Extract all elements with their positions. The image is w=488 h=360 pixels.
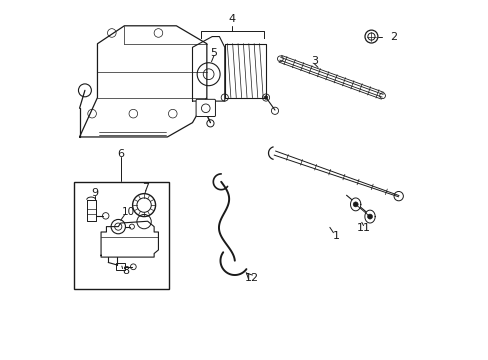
Text: 8: 8 (122, 266, 129, 276)
Circle shape (352, 202, 357, 207)
Text: 3: 3 (310, 56, 317, 66)
Circle shape (264, 96, 267, 99)
Text: 4: 4 (228, 14, 235, 24)
Bar (116, 263, 125, 270)
Circle shape (367, 214, 372, 219)
Text: 7: 7 (142, 183, 149, 193)
Text: 11: 11 (356, 224, 370, 233)
Text: 6: 6 (117, 149, 124, 159)
Text: 1: 1 (332, 231, 339, 240)
Text: 9: 9 (91, 188, 98, 198)
Text: 10: 10 (121, 207, 134, 217)
Bar (74, 182, 169, 289)
Text: 2: 2 (389, 32, 396, 41)
Text: 12: 12 (245, 273, 259, 283)
FancyBboxPatch shape (196, 99, 215, 117)
Text: 5: 5 (210, 48, 217, 58)
